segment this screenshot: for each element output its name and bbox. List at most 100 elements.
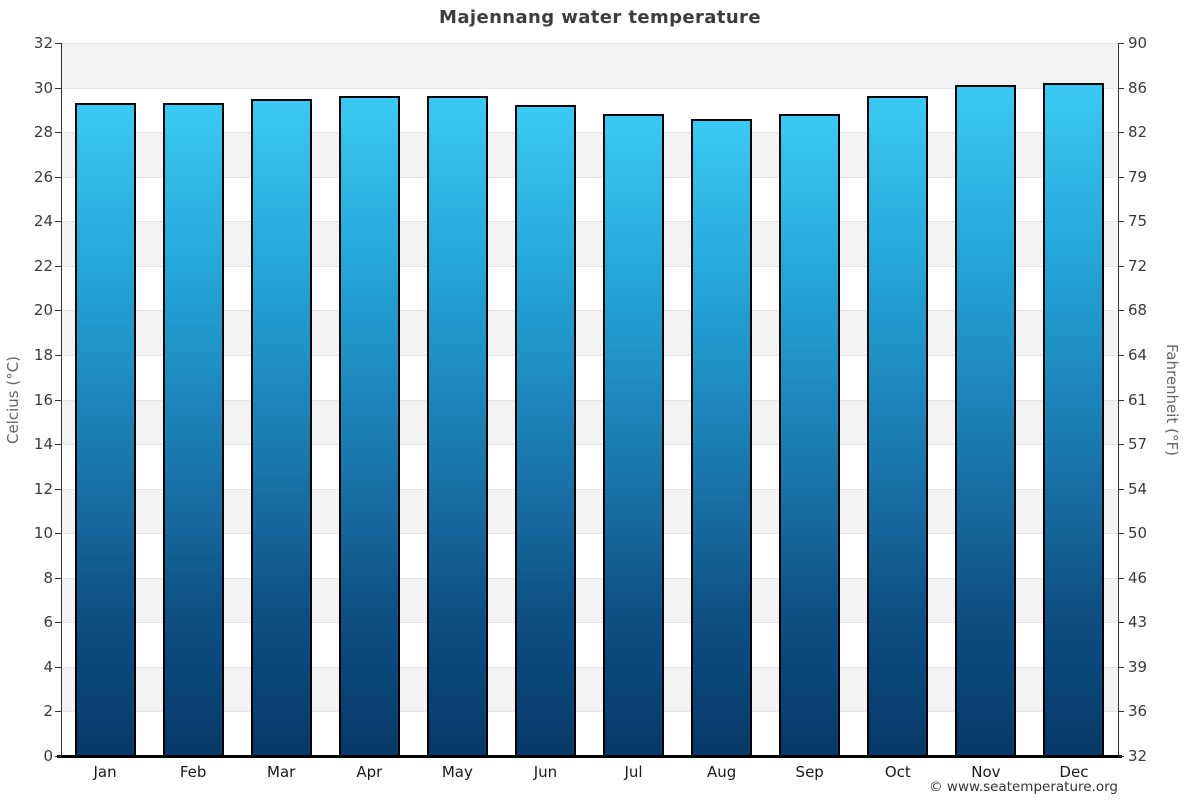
celsius-tick-mark — [55, 666, 61, 668]
background-band — [61, 310, 1118, 355]
background-band — [61, 533, 1118, 578]
celsius-tick-mark — [55, 444, 61, 446]
chart-title: Majennang water temperature — [439, 7, 761, 28]
fahrenheit-tick-label: 46 — [1128, 568, 1148, 587]
celsius-tick-label: 6 — [43, 613, 53, 632]
background-band — [61, 622, 1118, 667]
celsius-tick-label: 4 — [43, 657, 53, 676]
celsius-tick-mark — [55, 132, 61, 134]
bottom-axis-line — [57, 755, 1122, 758]
month-label-apr: Apr — [356, 763, 383, 781]
bar-may — [426, 96, 488, 756]
fahrenheit-tick-label: 82 — [1128, 123, 1148, 142]
fahrenheit-tick-mark — [1118, 444, 1124, 446]
celsius-tick-label: 0 — [43, 747, 53, 765]
celsius-tick-mark — [55, 399, 61, 401]
month-label-oct: Oct — [884, 763, 911, 781]
fahrenheit-tick-label: 72 — [1128, 256, 1148, 275]
gridline — [61, 87, 1118, 89]
bar-jan — [74, 103, 136, 756]
fahrenheit-tick-mark — [1118, 221, 1124, 223]
background-band — [61, 711, 1118, 756]
celsius-tick-label: 18 — [33, 345, 53, 364]
celsius-tick-label: 16 — [33, 390, 53, 409]
background-band — [61, 399, 1118, 445]
gridline — [61, 43, 1118, 44]
celsius-tick-label: 14 — [33, 435, 53, 454]
gridline — [61, 221, 1118, 223]
month-label-sep: Sep — [795, 763, 824, 781]
fahrenheit-tick-label: 86 — [1128, 78, 1148, 97]
fahrenheit-tick-label: 75 — [1128, 212, 1148, 231]
bar-jul — [603, 114, 665, 756]
bar-mar — [250, 98, 312, 756]
celsius-tick-label: 2 — [43, 702, 53, 721]
month-label-aug: Aug — [706, 763, 737, 781]
bar-dec — [1043, 83, 1105, 756]
bar-apr — [338, 96, 400, 756]
celsius-tick-mark — [55, 488, 61, 490]
fahrenheit-tick-label: 68 — [1128, 301, 1148, 320]
copyright-note: © www.seatemperature.org — [929, 779, 1118, 795]
month-label-jul: Jul — [624, 763, 643, 781]
celsius-tick-mark — [55, 533, 61, 535]
celsius-tick-mark — [55, 622, 61, 624]
gridline — [61, 444, 1118, 446]
celsius-tick-label: 12 — [33, 479, 53, 498]
month-label-mar: Mar — [267, 763, 296, 781]
fahrenheit-tick-mark — [1118, 533, 1124, 535]
gridline — [61, 711, 1118, 713]
gridline — [61, 622, 1118, 624]
fahrenheit-tick-mark — [1118, 666, 1124, 668]
fahrenheit-tick-mark — [1118, 176, 1124, 178]
fahrenheit-tick-mark — [1118, 577, 1124, 579]
fahrenheit-tick-mark — [1118, 87, 1124, 89]
celsius-tick-mark — [55, 310, 61, 312]
celsius-tick-label: 28 — [33, 123, 53, 142]
fahrenheit-tick-label: 36 — [1128, 702, 1148, 721]
celsius-tick-mark — [55, 87, 61, 89]
month-label-jun: Jun — [533, 763, 558, 781]
background-band — [61, 577, 1118, 623]
fahrenheit-tick-mark — [1118, 354, 1124, 356]
gridline — [61, 354, 1118, 356]
celsius-tick-mark — [55, 43, 61, 44]
celsius-tick-mark — [55, 756, 61, 757]
bar-aug — [691, 118, 753, 756]
fahrenheit-tick-label: 79 — [1128, 167, 1148, 186]
plot-area — [61, 43, 1118, 756]
celsius-tick-mark — [55, 577, 61, 579]
gridline — [61, 577, 1118, 579]
fahrenheit-tick-mark — [1118, 756, 1124, 757]
bar-oct — [867, 96, 929, 756]
month-label-may: May — [441, 763, 473, 781]
left-axis-line — [61, 43, 62, 757]
background-band — [61, 354, 1118, 400]
celsius-tick-mark — [55, 176, 61, 178]
fahrenheit-tick-mark — [1118, 265, 1124, 267]
fahrenheit-tick-label: 57 — [1128, 435, 1148, 454]
fahrenheit-tick-label: 54 — [1128, 479, 1148, 498]
bar-feb — [162, 103, 224, 756]
background-band — [61, 132, 1118, 177]
celsius-tick-label: 20 — [33, 301, 53, 320]
background-band — [61, 444, 1118, 489]
fahrenheit-tick-label: 43 — [1128, 613, 1148, 632]
fahrenheit-tick-mark — [1118, 399, 1124, 401]
bar-sep — [779, 114, 841, 756]
background-band — [61, 488, 1118, 534]
fahrenheit-tick-mark — [1118, 132, 1124, 134]
month-label-jan: Jan — [93, 763, 117, 781]
gridline — [61, 132, 1118, 134]
celsius-tick-mark — [55, 711, 61, 713]
background-band — [61, 221, 1118, 266]
fahrenheit-tick-mark — [1118, 310, 1124, 312]
celsius-tick-label: 26 — [33, 167, 53, 186]
background-band — [61, 43, 1118, 88]
fahrenheit-tick-mark — [1118, 43, 1124, 44]
celsius-tick-label: 30 — [33, 78, 53, 97]
background-band — [61, 176, 1118, 222]
gridline — [61, 399, 1118, 401]
gridline — [61, 488, 1118, 490]
